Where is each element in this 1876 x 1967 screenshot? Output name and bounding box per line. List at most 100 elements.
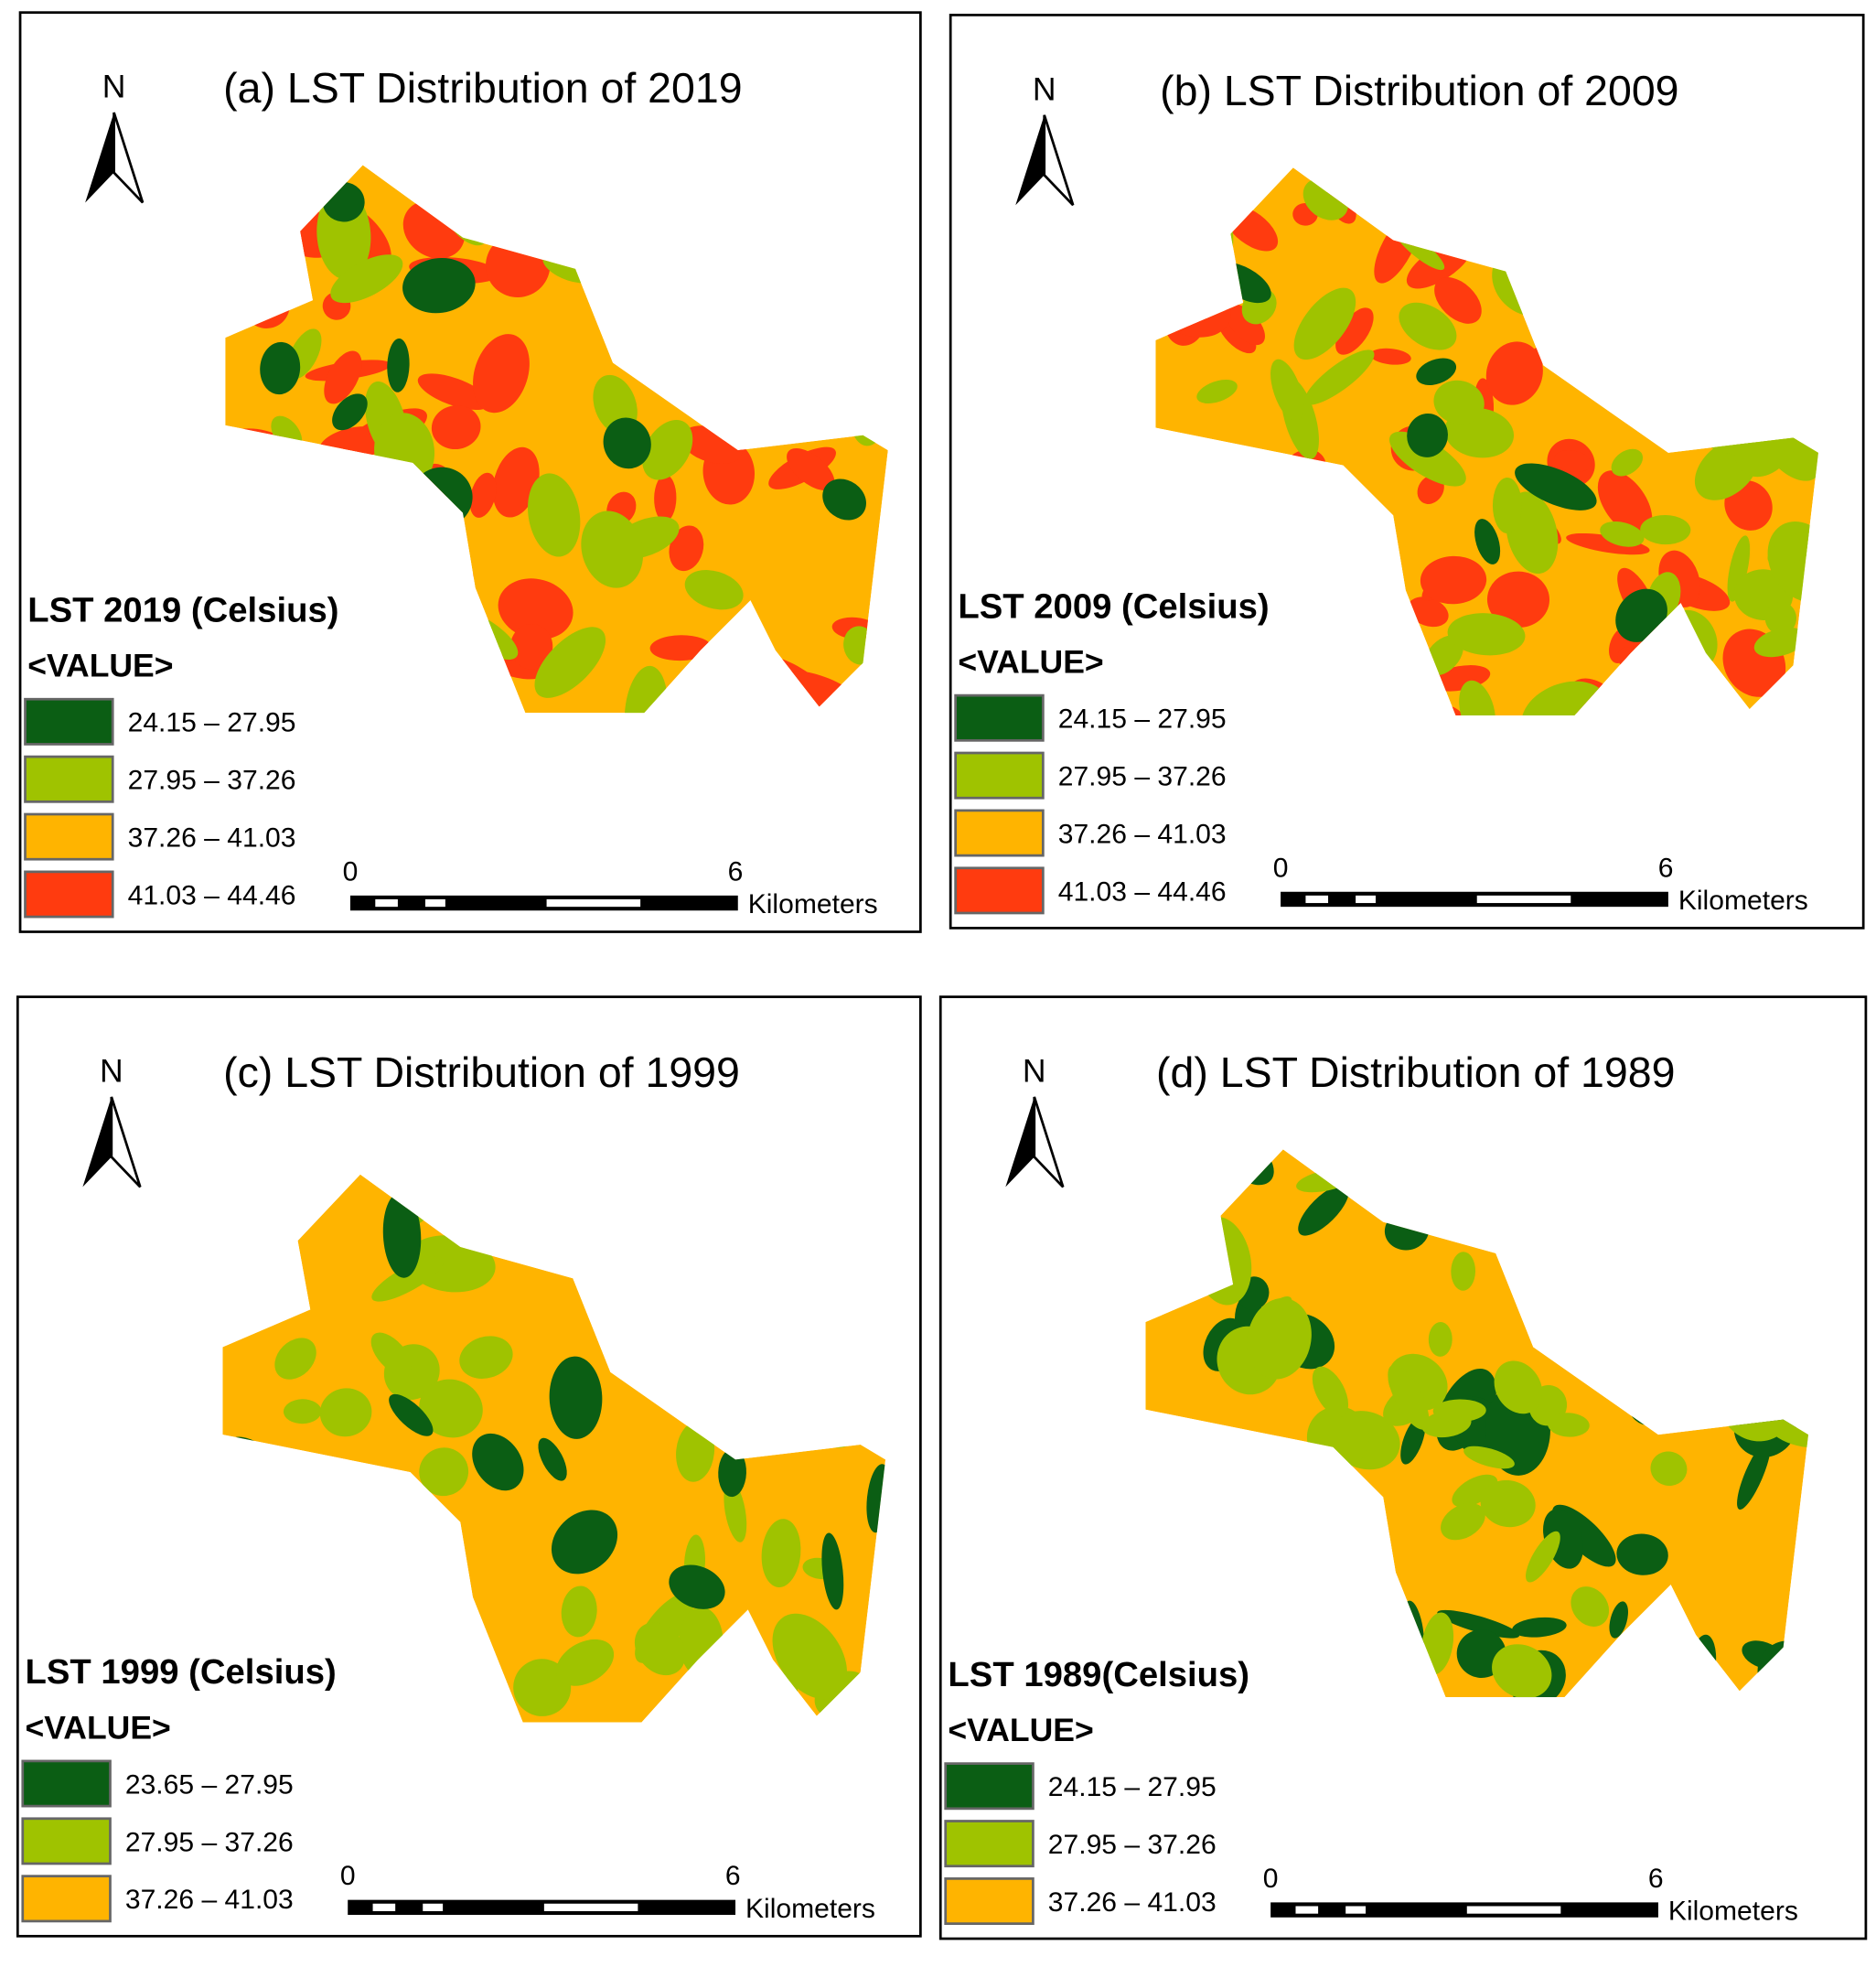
lst-zone <box>551 1510 618 1575</box>
lst-zone <box>581 511 644 588</box>
lst-zone <box>772 1613 848 1700</box>
scale-start: 0 <box>1263 1864 1279 1894</box>
legend-label: 37.26 – 41.03 <box>1048 1887 1217 1918</box>
north-arrow-outline <box>1033 1096 1065 1188</box>
legend-swatch <box>21 1759 112 1808</box>
lst-zone <box>1526 1531 1560 1583</box>
lst-zone <box>684 570 744 610</box>
scale-bar-segment <box>546 898 641 908</box>
scale-end: 6 <box>1658 853 1674 883</box>
lst-zone <box>1304 349 1375 405</box>
lst-zone <box>1270 359 1304 422</box>
north-arrow <box>1005 1096 1034 1188</box>
legend-swatch <box>954 751 1045 800</box>
lst-zone <box>1432 1399 1486 1423</box>
scale-start: 0 <box>343 856 359 887</box>
lst-zone <box>472 1433 524 1491</box>
scale-start: 0 <box>340 1861 356 1891</box>
lst-zone <box>538 1437 567 1481</box>
north-label: N <box>1023 1053 1046 1090</box>
scale-bar-segment <box>1345 1906 1367 1914</box>
lst-zone <box>1486 571 1550 629</box>
lst-zone <box>1548 1413 1590 1437</box>
scale-bar <box>1270 1902 1658 1918</box>
lst-zone <box>473 334 530 414</box>
lst-zone <box>549 1356 603 1439</box>
lst-zone <box>1521 681 1609 715</box>
legend-label: 37.26 – 41.03 <box>1058 819 1227 849</box>
lst-zone <box>1441 1502 1485 1541</box>
lst-zone <box>654 474 677 522</box>
lst-zone <box>1407 413 1448 457</box>
scale-end: 6 <box>728 856 744 887</box>
scale-bar-segment <box>1466 1906 1561 1914</box>
lst-zone <box>821 1532 844 1610</box>
north-label: N <box>100 1053 123 1090</box>
lst-zone <box>260 341 301 395</box>
legend-label: 27.95 – 37.26 <box>128 766 296 796</box>
lst-zone <box>1600 521 1645 547</box>
lst-zone <box>1554 450 1592 472</box>
legend-label: 27.95 – 37.26 <box>125 1827 294 1857</box>
lst-zone <box>634 1622 686 1676</box>
lst-zone <box>1512 1617 1567 1638</box>
lst-zone <box>492 446 540 518</box>
scale-unit: Kilometers <box>1678 886 1808 916</box>
legend-subtitle: <VALUE> <box>958 644 1103 681</box>
legend-label: 24.15 – 27.95 <box>128 708 296 738</box>
lst-zone <box>1437 1609 1520 1639</box>
lst-zone <box>669 525 704 572</box>
legend-label: 27.95 – 37.26 <box>1048 1830 1217 1860</box>
lst-zone <box>1463 1446 1515 1469</box>
map-panel: (b) LST Distribution of 2009 N LST 2009 (C… <box>949 14 1865 930</box>
lst-zone <box>528 473 581 557</box>
legend-label: 27.95 – 37.26 <box>1058 762 1227 792</box>
legend-subtitle: <VALUE> <box>948 1712 1093 1748</box>
lst-zone <box>1609 1601 1628 1639</box>
legend-swatch <box>21 1875 112 1923</box>
lst-zone <box>1388 431 1466 487</box>
lst-zone <box>1515 463 1597 511</box>
legend-swatch <box>21 1817 112 1865</box>
lst-zone <box>561 1585 597 1638</box>
legend-swatch <box>954 693 1045 742</box>
north-label: N <box>102 69 126 105</box>
lst-zone <box>1312 1366 1349 1417</box>
legend-swatch <box>944 1877 1034 1925</box>
legend-swatch <box>944 1762 1034 1811</box>
lst-zone <box>1428 1322 1453 1357</box>
legend-label: 23.65 – 27.95 <box>125 1769 294 1800</box>
lst-zone <box>1474 519 1501 564</box>
scale-bar <box>348 1899 736 1916</box>
legend-title: LST 1999 (Celsius) <box>26 1652 337 1692</box>
scale-unit: Kilometers <box>745 1894 875 1924</box>
lst-zone <box>1650 1451 1688 1487</box>
lst-zone <box>1566 532 1650 555</box>
lst-zone <box>1611 448 1644 477</box>
scale-start: 0 <box>1273 853 1289 883</box>
lst-zone <box>509 624 553 670</box>
legend-title: LST 1989(Celsius) <box>948 1655 1249 1694</box>
scale-bar-segment <box>543 1903 638 1911</box>
lst-zone <box>389 1393 434 1436</box>
lst-zone <box>382 1192 422 1278</box>
lst-zone <box>419 1447 469 1497</box>
lst-zone <box>1492 1644 1552 1698</box>
lst-zone <box>1433 380 1485 425</box>
lst-zone <box>1494 1360 1543 1414</box>
legend-title: LST 2009 (Celsius) <box>958 586 1269 626</box>
lst-zone <box>1434 277 1482 324</box>
scale-bar-segment <box>375 898 398 908</box>
north-label: N <box>1033 70 1056 107</box>
legend-label: 41.03 – 44.46 <box>1058 876 1227 907</box>
lst-zone <box>1451 1252 1476 1291</box>
scale-bar-segment <box>1476 895 1571 904</box>
lst-zone <box>1247 1297 1312 1380</box>
scale-bar-segment <box>424 898 445 908</box>
map-panel: (c) LST Distribution of 1999 N LST 1999 (C… <box>16 995 922 1938</box>
lst-zone <box>1369 348 1411 365</box>
legend-swatch <box>24 812 114 861</box>
lst-zone <box>669 1564 725 1609</box>
